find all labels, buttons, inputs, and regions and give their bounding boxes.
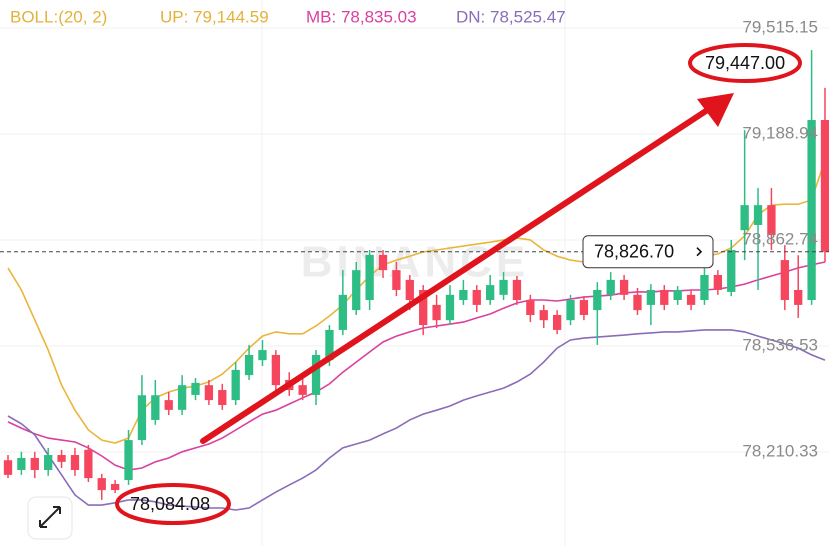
grid	[0, 27, 829, 453]
candle-body	[512, 279, 522, 301]
candle-body	[499, 279, 508, 295]
candle-body	[633, 294, 642, 311]
candle-body	[552, 314, 562, 330]
candle-body	[70, 455, 80, 470]
annotation-ellipse	[115, 483, 231, 525]
candle-body	[445, 294, 455, 321]
annotation-arrow	[200, 93, 734, 444]
candle-body	[660, 289, 669, 305]
y-tick-label: 78,210.33	[742, 441, 818, 460]
candle-body	[137, 395, 147, 441]
candle-body	[619, 279, 629, 295]
candle-body	[727, 249, 736, 292]
candle-body	[593, 289, 602, 311]
candle-body	[432, 304, 441, 321]
y-tick-label: 78,862.74	[742, 229, 818, 248]
candle-body	[820, 120, 829, 252]
candle-body	[204, 385, 214, 401]
candle-body	[459, 289, 468, 301]
candle-body	[110, 483, 120, 491]
candle-body	[646, 289, 656, 305]
bollinger-line	[7, 261, 826, 471]
annotation-ellipse	[688, 43, 802, 83]
last-price: 78,826.70	[0, 235, 829, 269]
last-price-label: 78,826.70	[594, 241, 674, 261]
candle-body	[767, 205, 776, 236]
candle-body	[753, 205, 763, 225]
candle-body	[3, 460, 13, 475]
candle-body	[164, 400, 173, 410]
candle-body	[405, 279, 414, 301]
candle-body	[673, 289, 682, 301]
candle-body	[191, 382, 200, 395]
candle-body	[44, 455, 53, 470]
y-tick-label: 79,515.15	[742, 17, 818, 36]
arrow-head	[697, 93, 734, 127]
y-tick-label: 78,536.53	[742, 335, 818, 354]
candle-body	[794, 289, 803, 305]
candle-body	[352, 270, 361, 311]
last-price-chevron	[696, 247, 703, 257]
candle-body	[526, 300, 535, 315]
candle-body	[218, 390, 227, 405]
candle-body	[258, 350, 267, 361]
candle-body	[177, 385, 187, 410]
candle-body	[807, 120, 816, 301]
candle-body	[84, 449, 93, 479]
expand-button[interactable]	[27, 496, 73, 540]
candle-body	[325, 329, 334, 361]
indicator-dn: DN: 78,525.47	[456, 7, 566, 26]
candle-body	[97, 478, 106, 491]
candle-body	[472, 289, 481, 305]
candle-body	[419, 289, 428, 326]
candle-body	[231, 369, 240, 401]
candles	[3, 50, 829, 500]
candle-body	[271, 354, 281, 386]
candle-body	[17, 457, 26, 470]
candle-body	[392, 270, 401, 290]
indicator-label: BOLL:(20, 2)	[10, 7, 107, 26]
arrow-shaft	[200, 104, 715, 444]
candle-body	[30, 457, 39, 470]
annotations: 79,447.00 78,084.08	[115, 43, 802, 525]
y-tick-label: 79,188.94	[742, 123, 818, 142]
candle-body	[539, 310, 548, 321]
candle-body	[365, 254, 374, 301]
expand-icon	[39, 506, 61, 528]
candle-body	[700, 275, 709, 301]
bollinger-line	[7, 329, 826, 511]
annotation-label: 79,447.00	[705, 53, 785, 73]
indicator-mb: MB: 78,835.03	[306, 7, 417, 26]
y-axis: 79,515.15 79,188.94 78,862.74 78,536.53 78,2…	[742, 17, 818, 460]
legend: BOLL:(20, 2) UP: 79,144.59 MB: 78,835.03…	[10, 7, 566, 26]
last-price-box	[582, 235, 714, 269]
candle-body	[686, 294, 696, 305]
candle-body	[378, 254, 388, 271]
candle-body	[311, 354, 321, 395]
annotation-label: 78,084.08	[130, 494, 210, 514]
candle-body	[740, 205, 749, 231]
candle-body	[713, 275, 723, 290]
candle-body	[244, 354, 254, 376]
watermark: BINANCE	[301, 238, 529, 287]
candle-body	[486, 285, 495, 301]
candle-body	[579, 300, 589, 315]
candle-body	[338, 294, 347, 330]
indicator-up: UP: 79,144.59	[160, 7, 269, 26]
candle-body	[57, 455, 66, 462]
candle-body	[780, 260, 789, 301]
candle-body	[124, 440, 133, 481]
candle-body	[566, 300, 575, 321]
candle-body	[606, 279, 615, 295]
candle-body	[298, 385, 307, 395]
candle-body	[151, 395, 160, 420]
